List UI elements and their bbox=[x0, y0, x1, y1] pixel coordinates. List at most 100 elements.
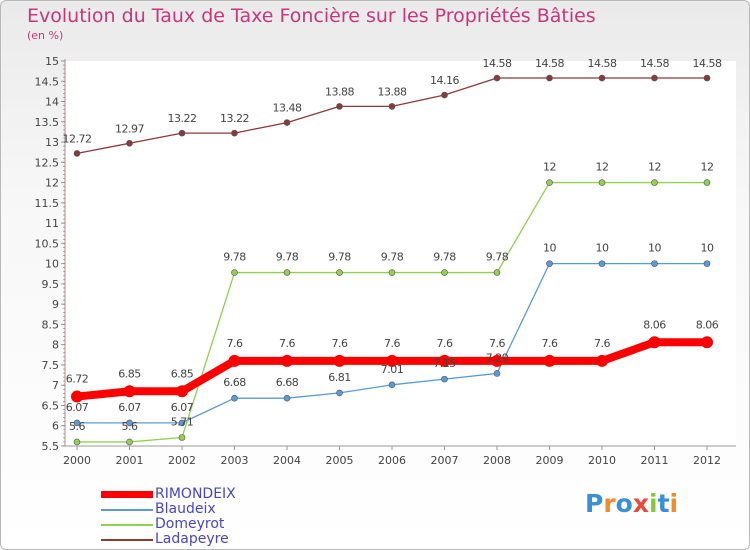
y-tick-label: 6 bbox=[52, 420, 59, 433]
data-label-blaudeix: 10 bbox=[701, 242, 714, 255]
data-point-rimondeix bbox=[701, 336, 713, 349]
data-label-ladapeyre: 14.58 bbox=[693, 57, 722, 70]
y-tick-label: 12.5 bbox=[35, 156, 60, 169]
data-label-domeyrot: 5.6 bbox=[122, 420, 138, 433]
data-label-domeyrot: 9.78 bbox=[486, 251, 509, 264]
data-label-ladapeyre: 12.72 bbox=[63, 132, 92, 145]
data-point-rimondeix bbox=[176, 385, 188, 398]
data-point-blaudeix bbox=[493, 370, 501, 377]
data-point-rimondeix bbox=[648, 336, 661, 349]
x-tick-label: 2002 bbox=[168, 454, 196, 467]
data-label-blaudeix: 6.07 bbox=[66, 401, 89, 414]
y-tick-label: 8 bbox=[52, 339, 59, 352]
data-label-ladapeyre: 14.58 bbox=[640, 57, 669, 70]
data-point-rimondeix bbox=[71, 390, 83, 403]
data-label-rimondeix: 7.6 bbox=[384, 337, 400, 350]
logo-letter: o bbox=[615, 489, 633, 518]
legend-swatch-ladapeyre bbox=[101, 539, 153, 541]
data-label-rimondeix: 7.6 bbox=[542, 337, 558, 350]
data-point-rimondeix bbox=[281, 354, 293, 367]
data-point-blaudeix bbox=[283, 394, 291, 402]
data-point-ladapeyre bbox=[126, 139, 133, 147]
y-tick-label: 11.5 bbox=[35, 197, 60, 210]
y-tick-label: 9 bbox=[52, 298, 59, 311]
data-label-blaudeix: 7.29 bbox=[486, 351, 509, 364]
data-label-rimondeix: 6.72 bbox=[66, 373, 89, 386]
data-point-blaudeix bbox=[231, 394, 238, 402]
data-label-rimondeix: 6.85 bbox=[118, 367, 141, 380]
data-point-ladapeyre bbox=[283, 119, 291, 126]
data-point-ladapeyre bbox=[546, 74, 553, 82]
data-point-blaudeix bbox=[178, 419, 186, 427]
data-point-blaudeix bbox=[73, 419, 81, 427]
logo-letter: x bbox=[632, 489, 649, 518]
y-tick-label: 10 bbox=[45, 258, 59, 271]
y-tick-label: 7 bbox=[52, 379, 59, 392]
data-point-blaudeix bbox=[388, 381, 396, 389]
data-label-blaudeix: 7.15 bbox=[433, 357, 456, 370]
data-point-ladapeyre bbox=[598, 74, 606, 82]
data-point-domeyrot bbox=[73, 438, 81, 446]
y-tick-label: 12 bbox=[45, 177, 59, 190]
data-label-domeyrot: 12 bbox=[701, 161, 714, 174]
data-point-ladapeyre bbox=[388, 103, 396, 110]
data-point-domeyrot bbox=[703, 179, 711, 186]
data-label-ladapeyre: 13.48 bbox=[273, 102, 302, 115]
data-point-blaudeix bbox=[546, 260, 553, 267]
data-point-blaudeix bbox=[651, 260, 658, 267]
data-point-rimondeix bbox=[333, 354, 346, 367]
data-point-blaudeix bbox=[126, 419, 133, 427]
data-point-ladapeyre bbox=[441, 91, 448, 99]
legend-swatch-rimondeix bbox=[101, 491, 153, 498]
x-tick-label: 2008 bbox=[483, 454, 511, 467]
legend-label-rimondeix: RIMONDEIX bbox=[155, 486, 236, 502]
data-point-ladapeyre bbox=[73, 150, 81, 157]
x-tick-label: 2000 bbox=[63, 454, 91, 467]
data-point-domeyrot bbox=[493, 269, 501, 276]
data-label-rimondeix: 7.6 bbox=[437, 337, 453, 350]
logo-letter: t bbox=[657, 489, 670, 518]
legend-swatch-domeyrot bbox=[101, 524, 153, 526]
data-label-ladapeyre: 14.58 bbox=[588, 57, 617, 70]
data-label-blaudeix: 6.07 bbox=[171, 401, 194, 414]
data-point-rimondeix bbox=[228, 354, 241, 367]
data-point-blaudeix bbox=[598, 260, 606, 267]
data-point-ladapeyre bbox=[336, 103, 343, 110]
data-label-domeyrot: 9.78 bbox=[433, 251, 456, 264]
y-tick-label: 15 bbox=[45, 55, 59, 68]
x-tick-label: 2006 bbox=[378, 454, 406, 467]
data-label-rimondeix: 7.6 bbox=[594, 337, 610, 350]
data-label-blaudeix: 10 bbox=[543, 242, 556, 255]
data-label-ladapeyre: 13.88 bbox=[325, 85, 354, 98]
data-point-ladapeyre bbox=[231, 129, 238, 137]
data-point-rimondeix bbox=[596, 354, 608, 367]
data-point-domeyrot bbox=[178, 434, 186, 441]
logo-letter: i bbox=[669, 489, 679, 518]
data-point-blaudeix bbox=[441, 375, 448, 383]
logo-letter: i bbox=[649, 489, 658, 518]
data-point-rimondeix bbox=[438, 354, 451, 367]
data-point-ladapeyre bbox=[178, 129, 186, 137]
data-label-domeyrot: 12 bbox=[648, 161, 661, 174]
data-label-blaudeix: 10 bbox=[648, 242, 661, 255]
y-tick-label: 10.5 bbox=[35, 237, 60, 250]
data-point-blaudeix bbox=[336, 389, 343, 397]
legend-label-domeyrot: Domeyrot bbox=[155, 516, 225, 532]
data-point-domeyrot bbox=[126, 438, 133, 446]
data-label-blaudeix: 10 bbox=[596, 242, 609, 255]
data-label-rimondeix: 8.06 bbox=[643, 318, 666, 331]
data-point-domeyrot bbox=[651, 179, 658, 186]
y-tick-label: 14.5 bbox=[35, 75, 60, 88]
data-label-rimondeix: 7.6 bbox=[332, 337, 348, 350]
data-label-ladapeyre: 14.16 bbox=[430, 74, 459, 87]
data-point-ladapeyre bbox=[703, 74, 711, 82]
legend-label-ladapeyre: Ladapeyre bbox=[155, 531, 229, 547]
y-tick-label: 13 bbox=[45, 136, 59, 149]
data-label-blaudeix: 6.81 bbox=[328, 371, 351, 384]
data-point-domeyrot bbox=[231, 269, 238, 276]
data-point-domeyrot bbox=[441, 269, 448, 276]
data-label-rimondeix: 8.06 bbox=[696, 318, 719, 331]
logo-letter: r bbox=[603, 489, 616, 518]
data-label-blaudeix: 6.68 bbox=[223, 376, 246, 389]
data-point-blaudeix bbox=[703, 260, 711, 267]
